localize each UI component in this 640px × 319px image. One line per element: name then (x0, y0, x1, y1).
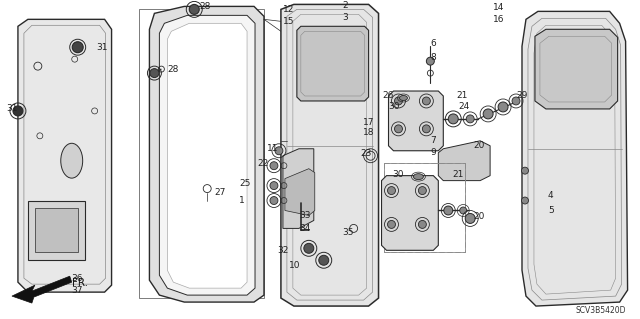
Text: 20: 20 (473, 141, 484, 150)
Text: 33: 33 (299, 211, 310, 220)
Text: 26: 26 (383, 92, 394, 100)
Text: 31: 31 (6, 104, 18, 114)
Circle shape (394, 97, 403, 105)
Polygon shape (149, 6, 264, 302)
Ellipse shape (399, 95, 408, 100)
Bar (383, 163, 465, 252)
Circle shape (189, 4, 199, 14)
Circle shape (387, 220, 396, 228)
Polygon shape (388, 91, 444, 151)
Circle shape (483, 109, 493, 119)
Text: FR.: FR. (72, 278, 88, 288)
Text: 16: 16 (493, 15, 504, 24)
Polygon shape (438, 141, 490, 181)
Text: 6: 6 (430, 39, 436, 48)
Circle shape (13, 106, 23, 116)
Polygon shape (285, 169, 315, 215)
Polygon shape (35, 209, 77, 252)
Circle shape (270, 162, 278, 170)
Polygon shape (18, 19, 111, 292)
Polygon shape (12, 276, 72, 303)
Circle shape (394, 125, 403, 133)
Polygon shape (283, 149, 314, 228)
Polygon shape (281, 4, 378, 306)
Text: 25: 25 (239, 179, 250, 188)
Bar (140, 9, 264, 298)
Ellipse shape (413, 174, 424, 180)
Polygon shape (522, 11, 628, 306)
Text: 35: 35 (342, 228, 354, 237)
Text: 36: 36 (72, 274, 83, 283)
Circle shape (419, 220, 426, 228)
Circle shape (275, 147, 283, 155)
Text: 10: 10 (289, 261, 300, 270)
Polygon shape (381, 176, 438, 250)
Text: 29: 29 (516, 91, 527, 100)
Text: 8: 8 (430, 53, 436, 62)
Text: 30: 30 (392, 170, 404, 179)
Text: 23: 23 (360, 149, 372, 158)
Circle shape (422, 97, 430, 105)
Text: 5: 5 (548, 206, 554, 215)
Circle shape (466, 115, 474, 123)
Polygon shape (28, 201, 84, 260)
Text: 27: 27 (214, 188, 225, 197)
Circle shape (522, 197, 529, 204)
Text: 20: 20 (473, 212, 484, 221)
Text: 22: 22 (257, 159, 268, 168)
Circle shape (419, 187, 426, 195)
Circle shape (460, 207, 467, 214)
Text: 4: 4 (548, 191, 554, 200)
Circle shape (444, 206, 452, 215)
Circle shape (304, 243, 314, 253)
Text: 15: 15 (283, 17, 294, 26)
Circle shape (422, 125, 430, 133)
Circle shape (498, 102, 508, 112)
Polygon shape (535, 29, 618, 109)
Text: 17: 17 (363, 118, 374, 127)
Circle shape (426, 57, 435, 65)
Text: 2: 2 (342, 1, 348, 10)
Text: 21: 21 (452, 170, 463, 179)
Circle shape (150, 69, 159, 78)
Circle shape (72, 42, 83, 53)
Text: 12: 12 (283, 5, 294, 14)
Text: 32: 32 (277, 246, 288, 255)
Text: 3: 3 (342, 13, 348, 22)
Text: 1: 1 (239, 196, 245, 205)
Circle shape (319, 255, 329, 265)
Circle shape (270, 197, 278, 204)
Text: 30: 30 (388, 102, 400, 111)
Text: 28: 28 (199, 2, 211, 11)
Text: 9: 9 (430, 148, 436, 157)
Circle shape (522, 167, 529, 174)
Text: 7: 7 (430, 136, 436, 145)
Text: SCV3B5420D: SCV3B5420D (576, 306, 627, 315)
Text: 28: 28 (167, 65, 179, 74)
Circle shape (448, 114, 458, 124)
Polygon shape (159, 15, 255, 295)
Text: 31: 31 (97, 43, 108, 52)
Text: 24: 24 (458, 102, 470, 111)
Text: 14: 14 (493, 3, 504, 12)
Circle shape (387, 187, 396, 195)
Circle shape (512, 97, 520, 105)
Text: 21: 21 (456, 91, 468, 100)
Text: 37: 37 (72, 286, 83, 295)
Text: 11: 11 (268, 144, 279, 153)
Text: 34: 34 (299, 224, 310, 233)
Circle shape (465, 213, 475, 223)
Polygon shape (297, 26, 369, 101)
Polygon shape (167, 23, 247, 288)
Ellipse shape (61, 143, 83, 178)
Circle shape (270, 182, 278, 189)
Text: 18: 18 (363, 128, 374, 137)
